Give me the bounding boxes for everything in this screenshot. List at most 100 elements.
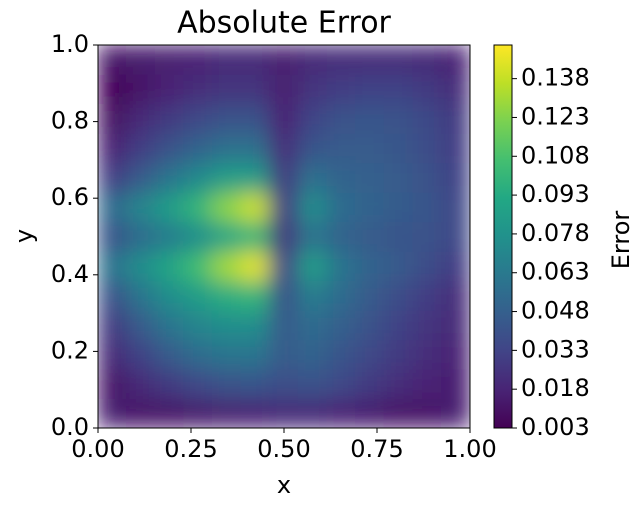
heat-cell — [211, 221, 242, 252]
heat-cell — [297, 45, 328, 75]
heat-cell — [183, 45, 213, 75]
heat-cell — [211, 250, 242, 282]
heat-cell — [183, 250, 213, 282]
heat-cell — [269, 132, 299, 164]
heat-cell — [125, 309, 156, 341]
heat-cell — [269, 309, 299, 341]
heat-cell — [412, 280, 443, 311]
heat-cell — [355, 280, 385, 311]
heat-cell — [211, 103, 242, 134]
heat-cell — [441, 191, 470, 223]
heat-cell — [441, 309, 470, 341]
heat-cell — [355, 103, 385, 134]
heat-cell — [211, 309, 242, 341]
heat-cell — [412, 191, 443, 223]
heat-cell — [355, 250, 385, 282]
heat-cell — [297, 280, 328, 311]
heat-cell — [383, 221, 414, 252]
heat-cell — [183, 280, 213, 311]
heat-cell — [355, 339, 385, 370]
heat-cell — [383, 339, 414, 370]
heat-cell — [383, 250, 414, 282]
heat-cell — [269, 191, 299, 223]
heat-cell — [211, 280, 242, 311]
heat-cell — [326, 339, 357, 370]
heat-cell — [326, 132, 357, 164]
heat-cell — [326, 309, 357, 341]
heat-cell — [383, 191, 414, 223]
heat-cell — [326, 103, 357, 134]
heat-cell — [269, 45, 299, 75]
heat-cell — [441, 250, 470, 282]
heat-cell — [183, 368, 213, 400]
heat-cell — [125, 368, 156, 400]
heat-cell — [297, 162, 328, 193]
heat-cell — [98, 280, 127, 311]
heat-cell — [269, 280, 299, 311]
heat-cell — [269, 250, 299, 282]
heat-cell — [154, 280, 185, 311]
heat-cell — [441, 45, 470, 75]
heat-cell — [297, 191, 328, 223]
heat-cell — [154, 162, 185, 193]
heat-cell — [125, 250, 156, 282]
heat-cell — [355, 398, 385, 428]
heat-cell — [98, 221, 127, 252]
heat-cell — [211, 73, 242, 105]
heat-cell — [326, 45, 357, 75]
heat-cell — [125, 398, 156, 428]
heat-cell — [326, 398, 357, 428]
heat-cell — [125, 45, 156, 75]
heat-cell — [211, 191, 242, 223]
colorbar-tick-label: 0.078 — [521, 219, 590, 247]
heat-cell — [183, 103, 213, 134]
heat-cell — [211, 339, 242, 370]
heat-cell — [412, 398, 443, 428]
heat-cell — [240, 398, 271, 428]
heat-cell — [154, 339, 185, 370]
colorbar-tick-label: 0.018 — [521, 374, 590, 402]
heat-cell — [183, 309, 213, 341]
heat-cell — [183, 339, 213, 370]
colorbar-tick-label: 0.003 — [521, 413, 590, 441]
heat-cell — [297, 221, 328, 252]
heat-cell — [355, 368, 385, 400]
heat-cell — [154, 221, 185, 252]
heat-cell — [269, 339, 299, 370]
heat-cell — [355, 45, 385, 75]
heat-cell — [240, 309, 271, 341]
heat-cell — [383, 45, 414, 75]
heat-cell — [211, 45, 242, 75]
y-tick-label: 0.2 — [51, 336, 89, 364]
heat-cell — [240, 221, 271, 252]
heat-cell — [355, 162, 385, 193]
heat-cell — [211, 162, 242, 193]
heat-cell — [154, 309, 185, 341]
heat-cell — [125, 132, 156, 164]
heat-cell — [355, 309, 385, 341]
x-tick-label: 0.00 — [71, 435, 124, 463]
heat-cell — [297, 339, 328, 370]
heat-cell — [412, 250, 443, 282]
heat-cell — [183, 398, 213, 428]
heat-cell — [125, 103, 156, 134]
heat-cell — [125, 339, 156, 370]
heat-cell — [383, 398, 414, 428]
colorbar-tick-label: 0.048 — [521, 297, 590, 325]
heat-cell — [441, 73, 470, 105]
heat-cell — [98, 368, 127, 400]
heat-cell — [297, 250, 328, 282]
heat-cell — [240, 132, 271, 164]
heat-cell — [297, 132, 328, 164]
x-tick-label: 0.75 — [350, 435, 403, 463]
heat-cell — [441, 162, 470, 193]
heat-cell — [412, 162, 443, 193]
heat-cell — [240, 162, 271, 193]
heat-cell — [383, 103, 414, 134]
y-tick-label: 0.6 — [51, 183, 89, 211]
colorbar — [493, 44, 513, 429]
heat-cell — [154, 398, 185, 428]
heat-cell — [154, 45, 185, 75]
heat-cell — [383, 309, 414, 341]
